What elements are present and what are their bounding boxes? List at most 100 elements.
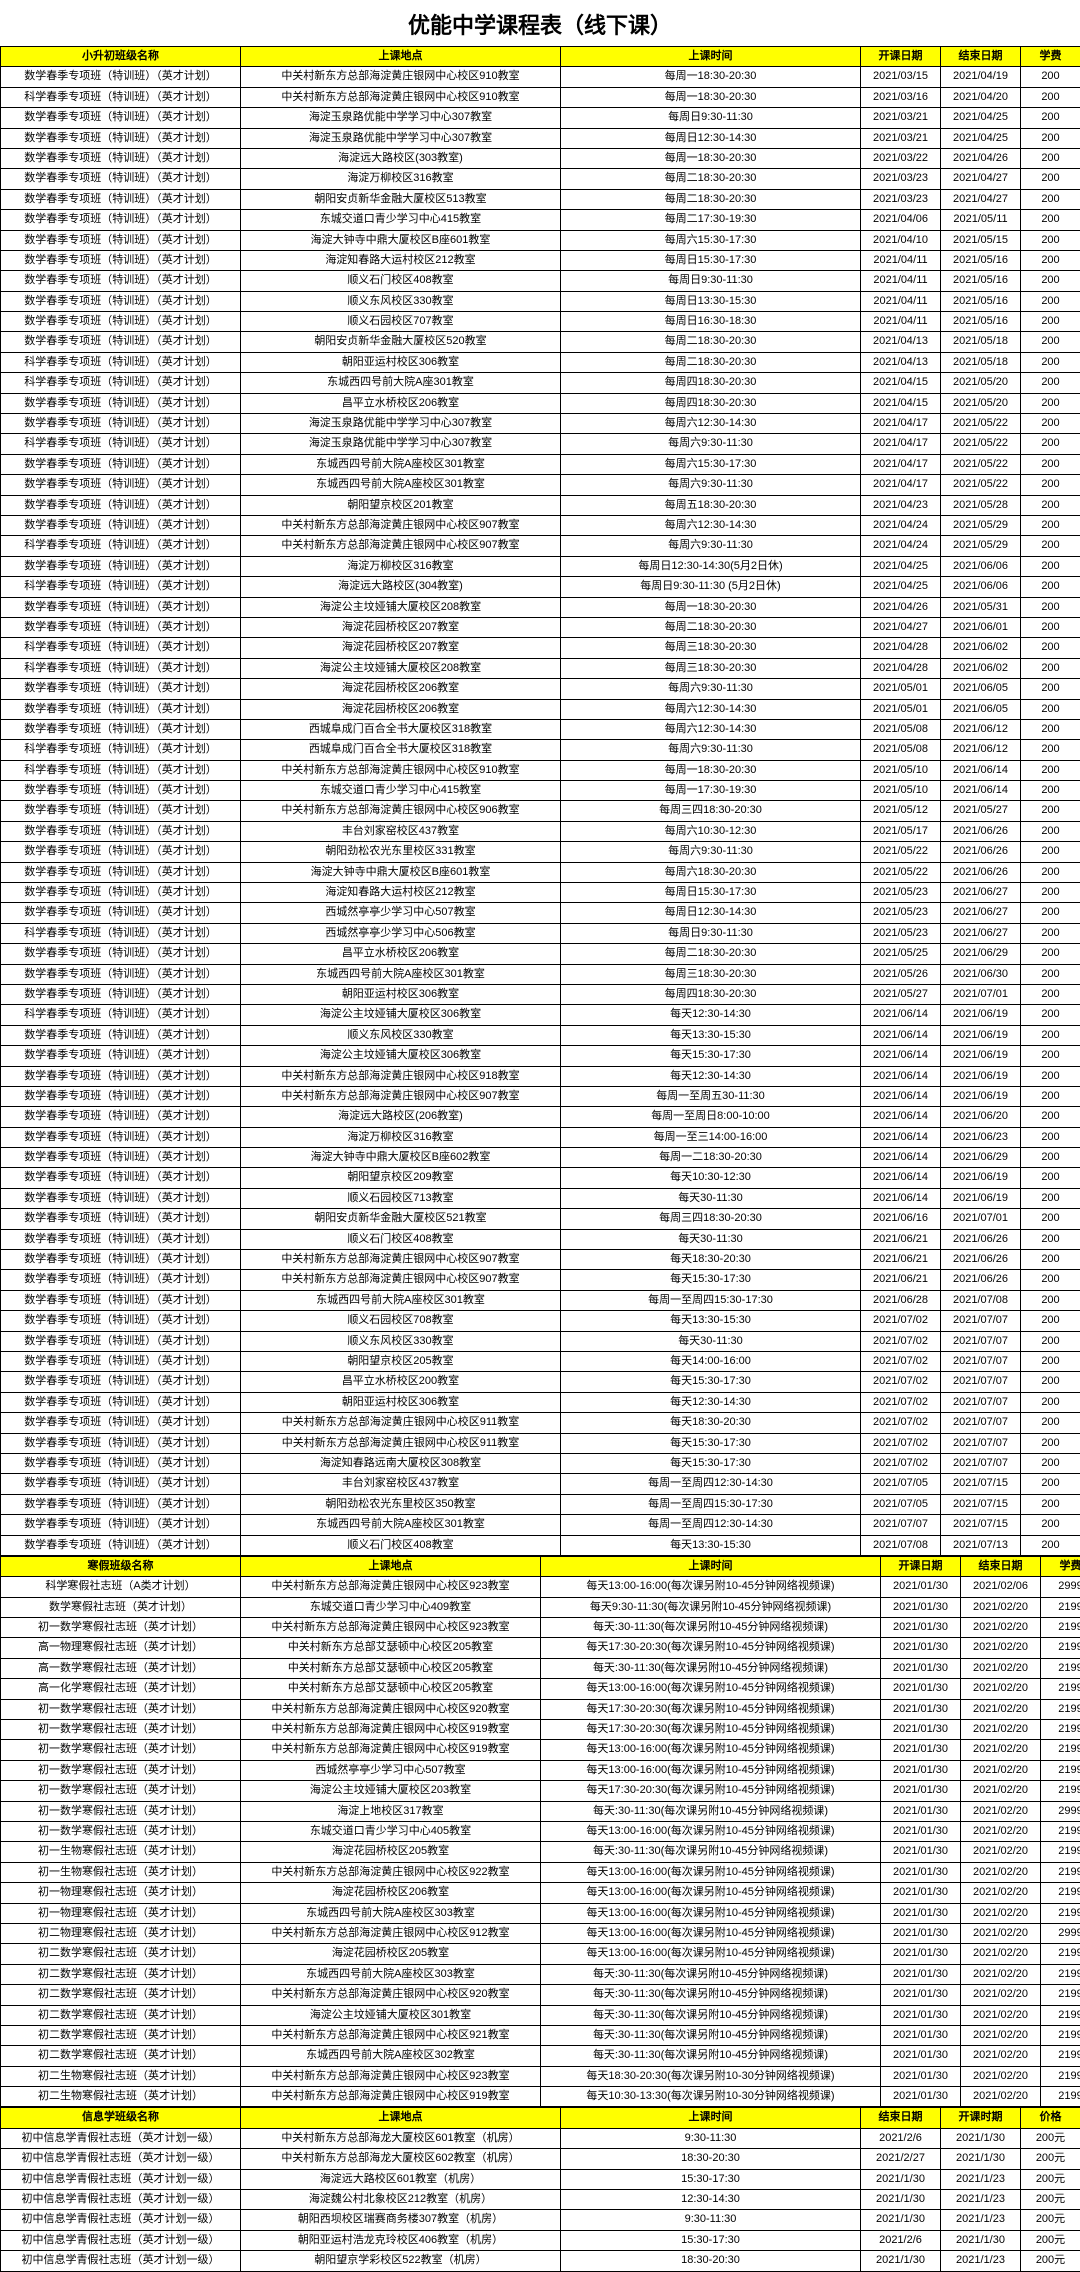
- table-row: 初一数学寒假社志班（英才计划）西城然亭亭少学习中心507教室每天13:00-16…: [1, 1760, 1080, 1780]
- cell: 2021/01/30: [881, 1658, 961, 1678]
- cell: 数学春季专项班（特训班）（英才计划）: [1, 1453, 241, 1473]
- cell: 2021/06/12: [941, 740, 1021, 760]
- table-row: 数学春季专项班（特训班）（英才计划）朝阳安贞新华金融大厦校区513教室每周二18…: [1, 189, 1080, 209]
- cell: 科学春季专项班（特训班）（英才计划）: [1, 1005, 241, 1025]
- cell: 东城交道口青少学习中心415教室: [241, 210, 561, 230]
- cell: 200: [1021, 1494, 1080, 1514]
- cell: 每周一至周四12:30-14:30: [561, 1474, 861, 1494]
- cell: 数学春季专项班（特训班）（英才计划）: [1, 801, 241, 821]
- cell: 数学春季专项班（特训班）（英才计划）: [1, 862, 241, 882]
- header-row: 寒假班级名称上课地点上课时间开课日期结束日期学费: [1, 1556, 1080, 1576]
- cell: 海淀花园桥校区206教室: [241, 679, 561, 699]
- table-row: 初中信息学青假社志班（英才计划一级）中关村新东方总部海龙大厦校区602教室（机房…: [1, 2149, 1080, 2169]
- cell: 2021/06/19: [941, 1168, 1021, 1188]
- cell: 200: [1021, 169, 1080, 189]
- cell: 2021/05/22: [941, 454, 1021, 474]
- cell: 中关村新东方总部海淀黄庄银网中心校区923教室: [241, 1618, 541, 1638]
- cell: 2021/06/06: [941, 577, 1021, 597]
- table-row: 数学春季专项班（特训班）（英才计划）朝阳安贞新华金融大厦校区520教室每周二18…: [1, 332, 1080, 352]
- table-row: 初一数学寒假社志班（英才计划）中关村新东方总部海淀黄庄银网中心校区919教室每天…: [1, 1740, 1080, 1760]
- cell: 2021/06/12: [941, 719, 1021, 739]
- cell: 200元: [1021, 2230, 1080, 2250]
- cell: 丰台刘家窑校区437教室: [241, 1474, 561, 1494]
- cell: 2021/1/30: [941, 2128, 1021, 2148]
- cell: 东城西四号前大院A座校区303教室: [241, 1903, 541, 1923]
- cell: 2021/06/23: [941, 1127, 1021, 1147]
- cell: 200: [1021, 597, 1080, 617]
- cell: 海淀玉泉路优能中学学习中心307教室: [241, 108, 561, 128]
- cell: 200: [1021, 1005, 1080, 1025]
- cell: 2021/05/12: [861, 801, 941, 821]
- table-row: 科学春季专项班（特训班）（英才计划）海淀公主坟娅铺大厦校区208教室每周三18:…: [1, 658, 1080, 678]
- table-row: 数学春季专项班（特训班）（英才计划）东城西四号前大院A座校区301教室每周一至周…: [1, 1515, 1080, 1535]
- cell: 初一数学寒假社志班（英才计划）: [1, 1781, 241, 1801]
- cell: 初二数学寒假社志班（英才计划）: [1, 1944, 241, 1964]
- cell: 每天:30-11:30(每次课另附10-45分钟网络视频课): [541, 2005, 881, 2025]
- cell: 朝阳望京学彩校区522教室（机房）: [241, 2251, 561, 2271]
- cell: 200: [1021, 1515, 1080, 1535]
- cell: 9:30-11:30: [561, 2128, 861, 2148]
- cell: 中关村新东方总部艾瑟顿中心校区205教室: [241, 1679, 541, 1699]
- cell: 朝阳安贞新华金融大厦校区521教室: [241, 1209, 561, 1229]
- cell: 海淀花园桥校区206教室: [241, 1883, 541, 1903]
- cell: 数学春季专项班（特训班）（英才计划）: [1, 556, 241, 576]
- cell: 顺义石门校区408教室: [241, 271, 561, 291]
- cell: 2021/04/15: [861, 393, 941, 413]
- cell: 2021/02/20: [961, 2046, 1041, 2066]
- cell: 2021/06/01: [941, 617, 1021, 637]
- cell: 每周二18:30-20:30: [561, 332, 861, 352]
- cell: 数学春季专项班（特训班）（英才计划）: [1, 1352, 241, 1372]
- cell: 数学春季专项班（特训班）（英才计划）: [1, 964, 241, 984]
- cell: 2021/06/02: [941, 658, 1021, 678]
- cell: 200: [1021, 414, 1080, 434]
- cell: 2021/05/17: [861, 821, 941, 841]
- cell: 2021/05/18: [941, 352, 1021, 372]
- cell: 2021/02/20: [961, 1699, 1041, 1719]
- cell: 中关村新东方总部海淀黄庄银网中心校区912教室: [241, 1923, 541, 1943]
- cell: 2021/05/27: [861, 984, 941, 1004]
- cell: 数学春季专项班（特训班）（英才计划）: [1, 332, 241, 352]
- cell: 每周日16:30-18:30: [561, 312, 861, 332]
- cell: 18:30-20:30: [561, 2251, 861, 2271]
- cell: 2021/1/30: [861, 2251, 941, 2271]
- cell: 每周一17:30-19:30: [561, 781, 861, 801]
- cell: 每周日12:30-14:30(5月2日休): [561, 556, 861, 576]
- cell: 每天17:30-20:30(每次课另附10-45分钟网络视频课): [541, 1638, 881, 1658]
- cell: 每周日9:30-11:30 (5月2日休): [561, 577, 861, 597]
- cell: 朝阳望京校区205教室: [241, 1352, 561, 1372]
- table-row: 科学春季专项班（特训班）（英才计划）东城西四号前大院A座301教室每周四18:3…: [1, 373, 1080, 393]
- cell: 2021/01/30: [881, 1638, 961, 1658]
- table-row: 科学春季专项班（特训班）（英才计划）海淀玉泉路优能中学学习中心307教室每周六9…: [1, 434, 1080, 454]
- cell: 顺义东风校区330教室: [241, 1025, 561, 1045]
- cell: 科学春季专项班（特训班）（英才计划）: [1, 923, 241, 943]
- cell: 每天17:30-20:30(每次课另附10-45分钟网络视频课): [541, 1699, 881, 1719]
- cell: 中关村新东方总部艾瑟顿中心校区205教室: [241, 1658, 541, 1678]
- cell: 每周六9:30-11:30: [561, 740, 861, 760]
- cell: 西城阜成门百合全书大厦校区318教室: [241, 719, 561, 739]
- table-row: 初中信息学青假社志班（英才计划一级）海淀远大路校区601教室（机房）15:30-…: [1, 2169, 1080, 2189]
- cell: 200: [1021, 250, 1080, 270]
- cell: 2021/02/20: [961, 1923, 1041, 1943]
- col-header: 上课时间: [561, 47, 861, 67]
- cell: 每周日13:30-15:30: [561, 291, 861, 311]
- cell: 2021/01/30: [881, 1679, 961, 1699]
- cell: 2199: [1041, 1944, 1080, 1964]
- cell: 科学春季专项班（特训班）（英才计划）: [1, 352, 241, 372]
- cell: 每天17:30-20:30(每次课另附10-45分钟网络视频课): [541, 1781, 881, 1801]
- cell: 每天13:00-16:00(每次课另附10-45分钟网络视频课): [541, 1944, 881, 1964]
- cell: 2021/06/21: [861, 1229, 941, 1249]
- cell: 9:30-11:30: [561, 2210, 861, 2230]
- cell: 每天12:30-14:30: [561, 1066, 861, 1086]
- cell: 2021/06/20: [941, 1107, 1021, 1127]
- cell: 东城交道口青少学习中心409教室: [241, 1597, 541, 1617]
- cell: 高一物理寒假社志班（英才计划）: [1, 1638, 241, 1658]
- cell: 每天13:00-16:00(每次课另附10-45分钟网络视频课): [541, 1821, 881, 1841]
- cell: 2021/05/23: [861, 903, 941, 923]
- cell: 2021/02/20: [961, 2066, 1041, 2086]
- cell: 2021/07/05: [861, 1474, 941, 1494]
- table-row: 高一数学寒假社志班（英才计划）中关村新东方总部艾瑟顿中心校区205教室每天:30…: [1, 1658, 1080, 1678]
- cell: 科学寒假社志班（A类才计划）: [1, 1577, 241, 1597]
- cell: 2021/07/05: [861, 1494, 941, 1514]
- cell: 海淀万柳校区316教室: [241, 1127, 561, 1147]
- cell: 每天:30-11:30(每次课另附10-45分钟网络视频课): [541, 2025, 881, 2045]
